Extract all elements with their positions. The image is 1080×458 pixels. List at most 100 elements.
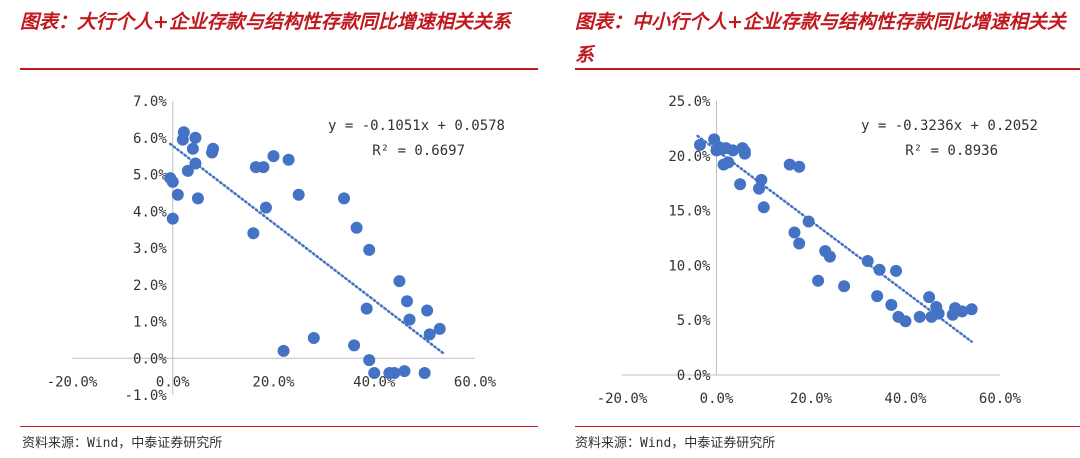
y-tick-label: 6.0%	[133, 131, 167, 147]
x-tick-label: 0.0%	[156, 374, 190, 390]
data-point	[788, 226, 801, 239]
data-point	[181, 164, 194, 177]
data-point	[421, 304, 434, 317]
r-squared: R² = 0.6697	[372, 143, 465, 159]
data-point	[738, 147, 751, 160]
data-point	[885, 298, 898, 311]
data-point	[338, 192, 351, 205]
data-point	[727, 144, 740, 157]
y-tick-label: 25.0%	[668, 94, 711, 110]
data-point	[363, 243, 376, 256]
data-point	[793, 237, 806, 250]
data-point	[267, 150, 280, 163]
source-note: 资料来源：Wind，中泰证券研究所	[575, 436, 776, 451]
y-tick-label: 10.0%	[668, 258, 711, 274]
data-point	[186, 142, 199, 155]
data-point	[923, 291, 936, 304]
data-point	[965, 303, 978, 316]
y-tick-label: 5.0%	[133, 168, 167, 184]
scatter-chart-small-banks: -20.0% 0.0% 20.0% 40.0% 60.0% 0.0% 5.0% 10.0% 15…	[597, 94, 1038, 407]
y-tick-label: 5.0%	[677, 313, 711, 329]
x-tick-label: 20.0%	[252, 374, 295, 390]
data-point	[899, 315, 912, 328]
data-point	[757, 201, 770, 214]
chart-points	[693, 133, 978, 328]
data-point	[166, 175, 179, 188]
data-point	[423, 328, 436, 341]
regression-equation: y = -0.3236x + 0.2052	[861, 118, 1038, 134]
chart-axes	[72, 101, 475, 395]
trendline	[696, 134, 973, 343]
data-point	[257, 161, 270, 174]
y-tick-label: 0.0%	[133, 351, 167, 367]
data-point	[956, 305, 969, 318]
data-point	[191, 192, 204, 205]
data-point	[403, 313, 416, 326]
data-point	[861, 255, 874, 268]
x-tick-label: 40.0%	[884, 391, 927, 407]
y-tick-label: 1.0%	[133, 315, 167, 331]
x-tick-label: 0.0%	[700, 391, 734, 407]
data-point	[871, 290, 884, 303]
data-point	[418, 366, 431, 379]
footer-divider	[20, 426, 538, 427]
x-tick-label: 40.0%	[353, 374, 396, 390]
data-point	[166, 212, 179, 225]
data-point	[812, 274, 825, 287]
data-point	[890, 264, 903, 277]
y-tick-label: 2.0%	[133, 278, 167, 294]
data-point	[793, 160, 806, 173]
source-note: 资料来源：Wind，中泰证券研究所	[22, 436, 223, 451]
chart-points	[164, 126, 446, 379]
data-point	[838, 280, 851, 293]
x-tick-label: -20.0%	[47, 374, 98, 390]
data-point	[393, 275, 406, 288]
chart-title: 图表：中小行个人+企业存款与结构性存款同比增速相关关系	[575, 11, 1066, 66]
y-tick-label: -1.0%	[125, 388, 168, 404]
title-divider	[20, 68, 538, 70]
trendline	[168, 142, 447, 356]
x-tick-label: -20.0%	[597, 391, 648, 407]
data-point	[932, 307, 945, 320]
data-point	[823, 250, 836, 263]
y-tick-label: 0.0%	[677, 368, 711, 384]
data-point	[873, 263, 886, 276]
data-point	[400, 295, 413, 308]
y-tick-label: 3.0%	[133, 241, 167, 257]
chart-tick-labels: -20.0% 0.0% 20.0% 40.0% 60.0%-1.0%0.0%1.0%2.…	[47, 94, 497, 404]
data-point	[388, 366, 401, 379]
data-point	[350, 221, 363, 234]
data-point	[913, 310, 926, 323]
title-divider	[575, 68, 1080, 70]
scatter-chart-large-banks: -20.0% 0.0% 20.0% 40.0% 60.0%-1.0%0.0%1.0%2.…	[47, 94, 505, 404]
right-chart-panel: 图表：中小行个人+企业存款与结构性存款同比增速相关关系 -20.0% 0.0% 20…	[560, 0, 1080, 458]
data-point	[292, 188, 305, 201]
data-point	[171, 188, 184, 201]
x-tick-label: 20.0%	[790, 391, 833, 407]
y-tick-label: 7.0%	[133, 94, 167, 110]
data-point	[259, 201, 272, 214]
data-point	[722, 156, 735, 169]
data-point	[363, 354, 376, 367]
r-squared: R² = 0.8936	[905, 143, 998, 159]
data-point	[783, 158, 796, 171]
data-point	[189, 131, 202, 144]
chart-tick-labels: -20.0% 0.0% 20.0% 40.0% 60.0% 0.0% 5.0% 10.0% 15…	[597, 94, 1022, 407]
data-point	[348, 339, 361, 352]
data-point	[734, 178, 747, 191]
y-tick-label: 20.0%	[668, 149, 711, 165]
regression-equation: y = -0.1051x + 0.0578	[328, 118, 505, 134]
data-point	[433, 322, 446, 335]
y-tick-label: 15.0%	[668, 204, 711, 220]
chart-title: 图表：大行个人+企业存款与结构性存款同比增速相关关系	[20, 11, 511, 33]
footer-divider	[575, 426, 1080, 427]
data-point	[247, 227, 260, 240]
data-point	[207, 142, 220, 155]
data-point	[693, 138, 706, 151]
data-point	[277, 344, 290, 357]
data-point	[307, 332, 320, 345]
data-point	[398, 365, 411, 378]
x-tick-label: 60.0%	[454, 374, 497, 390]
x-tick-label: 60.0%	[979, 391, 1022, 407]
data-point	[368, 366, 381, 379]
